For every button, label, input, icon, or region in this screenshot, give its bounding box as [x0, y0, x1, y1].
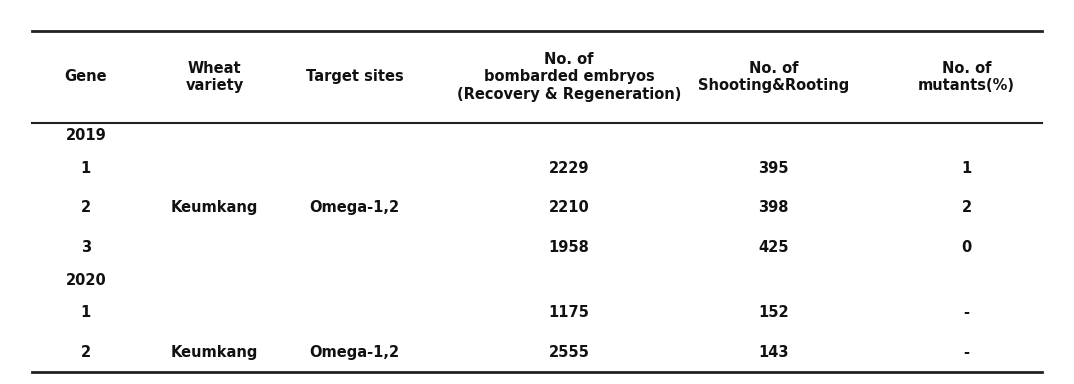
Text: Omega-1,2: Omega-1,2 [309, 345, 400, 360]
Text: No. of
Shooting&Rooting: No. of Shooting&Rooting [698, 61, 848, 93]
Text: 2: 2 [81, 200, 91, 215]
Text: 1: 1 [81, 161, 91, 175]
Text: 1175: 1175 [549, 305, 590, 320]
Text: Keumkang: Keumkang [171, 200, 259, 215]
Text: 2555: 2555 [549, 345, 590, 360]
Text: 2229: 2229 [549, 161, 590, 175]
Text: Target sites: Target sites [305, 69, 404, 84]
Text: -: - [963, 345, 970, 360]
Text: 395: 395 [758, 161, 788, 175]
Text: 398: 398 [758, 200, 788, 215]
Text: No. of
bombarded embryos
(Recovery & Regeneration): No. of bombarded embryos (Recovery & Reg… [458, 52, 681, 102]
Text: No. of
mutants(%): No. of mutants(%) [918, 61, 1015, 93]
Text: 2: 2 [961, 200, 972, 215]
Text: 425: 425 [758, 240, 788, 255]
Text: 143: 143 [758, 345, 788, 360]
Text: 2020: 2020 [66, 273, 106, 288]
Text: 1958: 1958 [549, 240, 590, 255]
Text: 2210: 2210 [549, 200, 590, 215]
Text: -: - [963, 305, 970, 320]
Text: Omega-1,2: Omega-1,2 [309, 200, 400, 215]
Text: 0: 0 [961, 240, 972, 255]
Text: 1: 1 [961, 161, 972, 175]
Text: 2: 2 [81, 345, 91, 360]
Text: 3: 3 [81, 240, 91, 255]
Text: 152: 152 [758, 305, 788, 320]
Text: Wheat
variety: Wheat variety [186, 61, 244, 93]
Text: 2019: 2019 [66, 128, 106, 143]
Text: Gene: Gene [64, 69, 107, 84]
Text: 1: 1 [81, 305, 91, 320]
Text: Keumkang: Keumkang [171, 345, 259, 360]
